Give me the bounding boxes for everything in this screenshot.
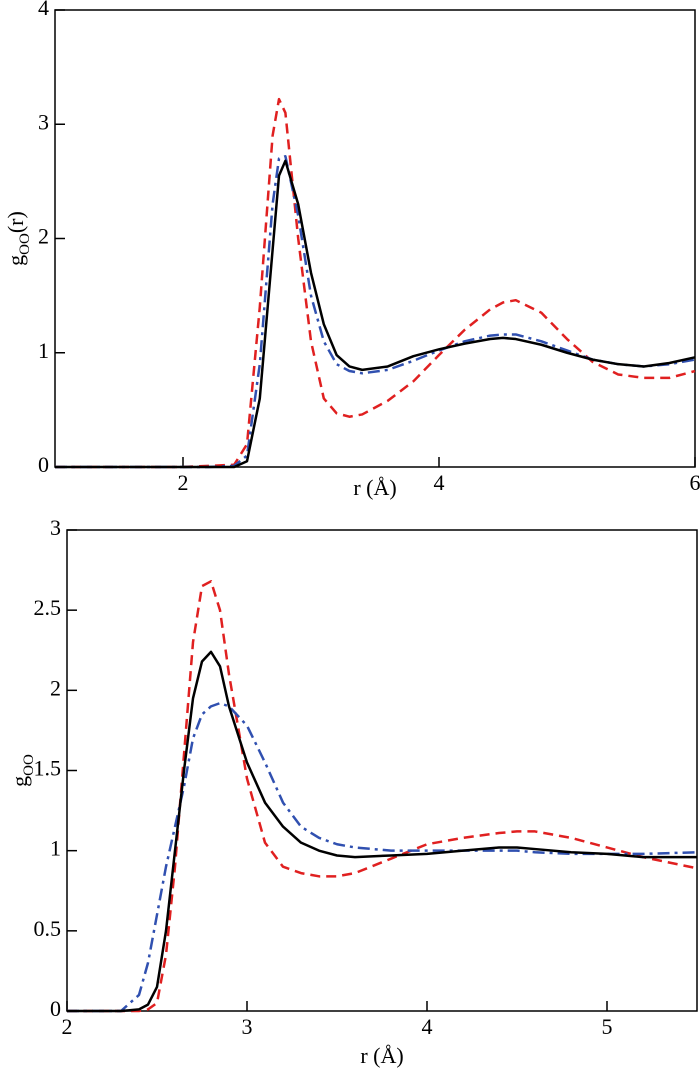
data-line xyxy=(67,580,698,1013)
y-tick-label: 0.5 xyxy=(34,916,62,941)
y-label-sub: OO xyxy=(17,233,33,255)
y-tick-label: 0 xyxy=(50,996,61,1021)
plot-frame xyxy=(54,9,696,468)
data-line xyxy=(67,650,697,1013)
y-tick-label: 3 xyxy=(38,109,49,134)
data-line xyxy=(55,154,696,469)
y-tick-label: 1 xyxy=(50,836,61,861)
y-label-base: g xyxy=(7,776,32,787)
x-tick-label: 6 xyxy=(690,470,700,495)
y-tick-label: 1 xyxy=(38,338,49,363)
data-line xyxy=(67,701,698,1013)
chart: 2 4 6 0 1 2 3 4 r (Å) gOO(r) xyxy=(3,0,700,500)
x-tick-label: 2 xyxy=(178,470,189,495)
data-line xyxy=(55,159,696,469)
x-tick-label: 4 xyxy=(422,1014,433,1039)
y-label-sub: OO xyxy=(21,754,37,776)
chart: 2 3 4 5 0 0.5 1 1.5 2 2.5 3 r (Å) gOO xyxy=(7,515,698,1068)
y-tick-label: 0 xyxy=(38,452,49,477)
x-tick-label: 5 xyxy=(602,1014,613,1039)
y-tick-label: 2 xyxy=(50,675,61,700)
y-label-base: g xyxy=(3,255,28,266)
y-tick-label: 3 xyxy=(50,515,61,540)
x-tick-label: 4 xyxy=(434,470,445,495)
y-axis-label: gOO xyxy=(7,754,37,787)
x-axis-label: r (Å) xyxy=(353,475,396,500)
y-tick-label: 4 xyxy=(38,0,49,20)
plot-frame xyxy=(66,529,698,1012)
y-tick-label: 2 xyxy=(38,224,49,249)
y-label-tail: (r) xyxy=(3,211,28,233)
x-tick-label: 2 xyxy=(62,1014,73,1039)
x-tick-label: 3 xyxy=(242,1014,253,1039)
y-tick-label: 1.5 xyxy=(34,756,62,781)
y-axis-label: gOO(r) xyxy=(3,211,33,266)
y-tick-label: 2.5 xyxy=(34,595,62,620)
data-line xyxy=(55,97,696,469)
x-axis-label: r (Å) xyxy=(360,1043,403,1068)
